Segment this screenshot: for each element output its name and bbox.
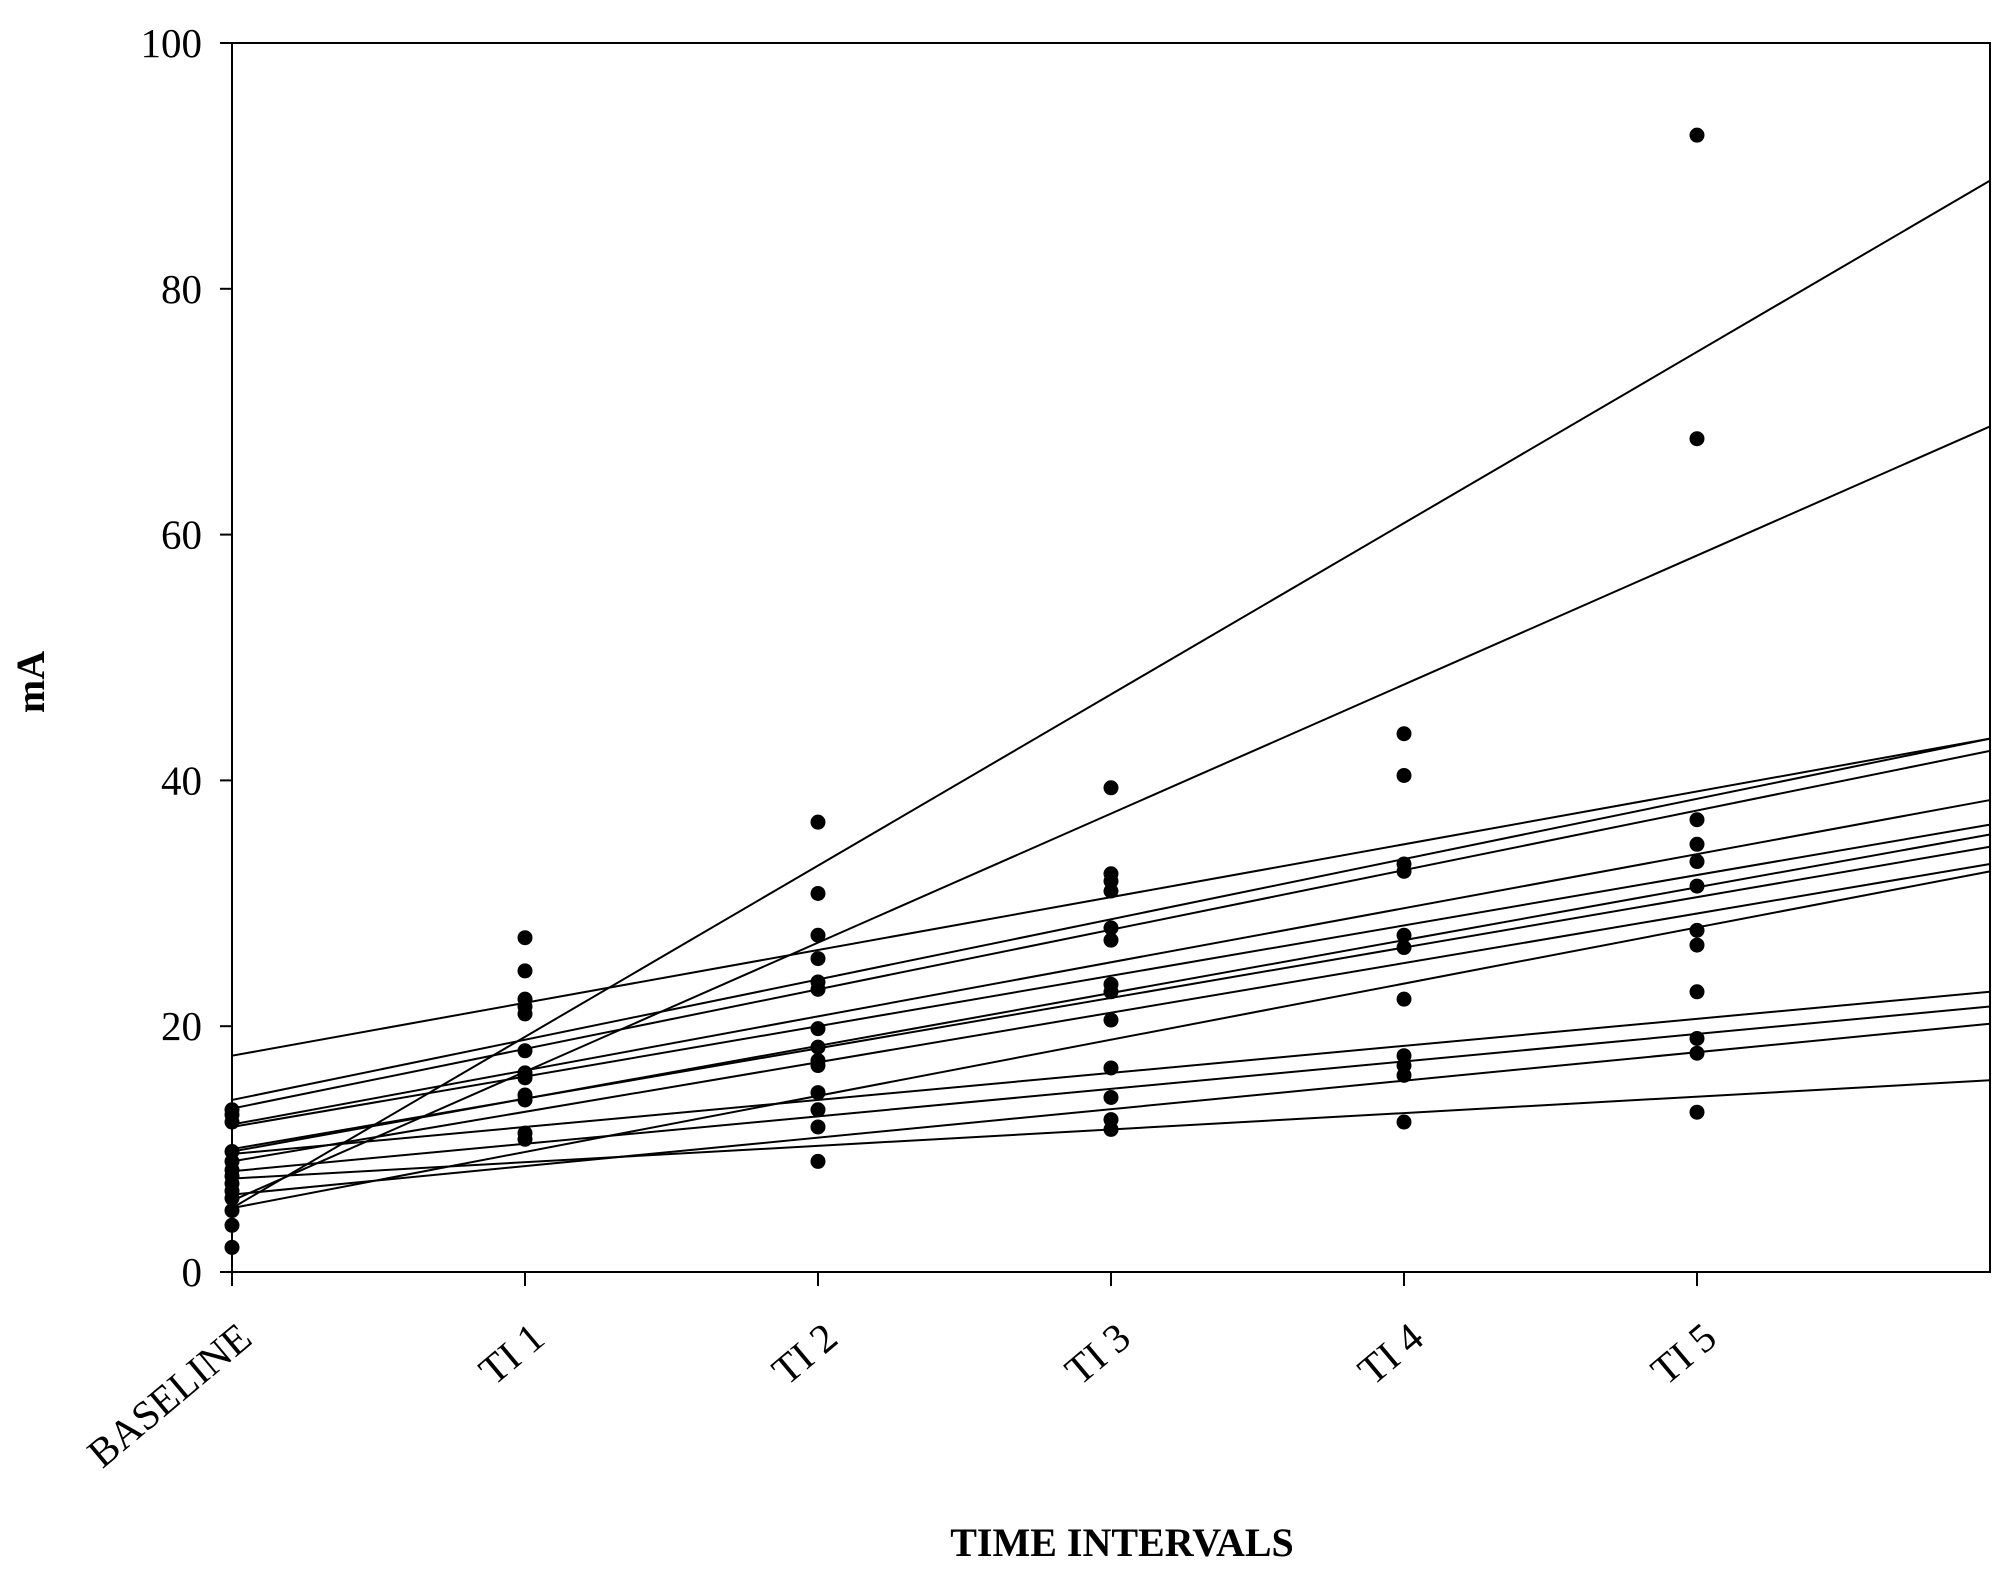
data-point <box>1689 431 1705 447</box>
data-point <box>810 1039 826 1055</box>
data-point <box>1689 1104 1705 1120</box>
data-point <box>1396 856 1412 872</box>
data-point <box>1103 1060 1119 1076</box>
data-point <box>810 974 826 990</box>
data-point <box>1689 127 1705 143</box>
y-tick-label: 40 <box>161 757 202 803</box>
data-point <box>1103 1089 1119 1105</box>
fit-line <box>231 425 1991 1202</box>
data-point <box>1396 1048 1412 1064</box>
fit-line <box>231 179 1991 1209</box>
data-point <box>1689 854 1705 870</box>
data-point <box>517 1065 533 1081</box>
fit-line <box>231 1022 1991 1196</box>
data-point <box>1103 932 1119 948</box>
y-tick-label: 20 <box>161 1003 202 1049</box>
data-point <box>810 927 826 943</box>
data-point <box>1396 767 1412 783</box>
data-point <box>1689 836 1705 852</box>
data-point <box>1103 1012 1119 1028</box>
x-tick-label: TI 2 <box>763 1314 846 1394</box>
fit-line <box>231 737 1991 1101</box>
data-point <box>1103 976 1119 992</box>
x-tick-label: BASELINE <box>78 1314 259 1477</box>
data-point <box>1103 866 1119 882</box>
data-point <box>1689 1045 1705 1061</box>
data-point <box>810 1021 826 1037</box>
data-point <box>810 951 826 967</box>
data-point <box>1103 920 1119 936</box>
x-tick-label: TI 5 <box>1642 1314 1725 1394</box>
data-point <box>517 991 533 1007</box>
data-point <box>1396 726 1412 742</box>
x-tick-label: TI 1 <box>470 1314 553 1394</box>
y-axis-title: mA <box>8 651 53 713</box>
fit-line <box>231 799 1991 1126</box>
y-tick-label: 60 <box>161 512 202 558</box>
data-point <box>517 1125 533 1141</box>
data-point <box>1689 1030 1705 1046</box>
x-tick-label: TI 3 <box>1056 1314 1139 1394</box>
data-point <box>810 885 826 901</box>
data-point <box>517 1087 533 1103</box>
data-point <box>1396 940 1412 956</box>
plot-area-frame <box>231 42 1991 1273</box>
data-point <box>1396 1114 1412 1130</box>
data-point <box>517 1043 533 1059</box>
data-point <box>1689 878 1705 894</box>
data-point <box>810 1102 826 1118</box>
data-point <box>517 930 533 946</box>
x-axis: BASELINE TI 1 TI 2 TI 3 TI 4 TI 5 <box>78 1272 1725 1477</box>
fit-lines <box>231 179 1991 1210</box>
data-point <box>1396 991 1412 1007</box>
data-point <box>1103 1112 1119 1128</box>
data-point <box>810 1053 826 1069</box>
data-point <box>1689 812 1705 828</box>
y-tick-label: 80 <box>161 266 202 312</box>
data-point <box>517 963 533 979</box>
y-tick-label: 100 <box>141 20 203 66</box>
data-point <box>810 1153 826 1169</box>
data-point <box>810 1085 826 1101</box>
data-point <box>1396 927 1412 943</box>
data-point <box>810 1119 826 1135</box>
data-point <box>810 814 826 830</box>
data-point <box>1103 780 1119 796</box>
y-axis: 0 20 40 60 80 100 <box>141 20 232 1295</box>
y-tick-label: 0 <box>182 1249 203 1295</box>
data-point <box>1689 984 1705 1000</box>
x-axis-title: TIME INTERVALS <box>950 1520 1294 1565</box>
x-tick-label: TI 4 <box>1349 1314 1432 1394</box>
data-point <box>1689 937 1705 953</box>
fit-line <box>231 1005 1991 1173</box>
data-point <box>1689 922 1705 938</box>
